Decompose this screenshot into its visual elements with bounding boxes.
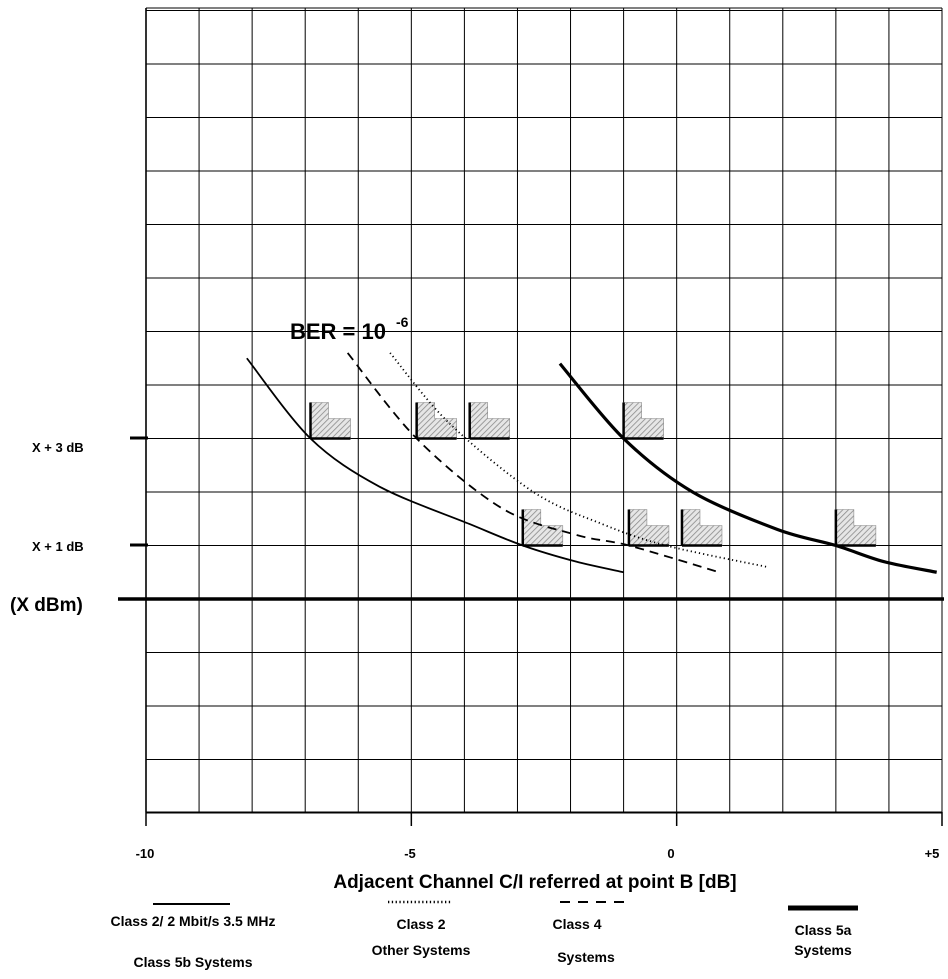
series-curve-dashed bbox=[346, 352, 720, 574]
mask-marker bbox=[622, 402, 664, 440]
series-curve-dotted bbox=[389, 352, 768, 568]
series-curve-thick bbox=[558, 362, 938, 574]
mask-marker bbox=[680, 509, 723, 547]
mask-fill bbox=[623, 402, 664, 439]
x-tick-label-neg10: -10 bbox=[136, 846, 155, 861]
y-label-x-plus-3: X + 3 dB bbox=[32, 440, 84, 455]
y-label-x-plus-1: X + 1 dB bbox=[32, 539, 84, 554]
x-tick-label-0: 0 bbox=[667, 846, 674, 861]
mask-fill bbox=[522, 509, 564, 546]
mask-marker bbox=[521, 509, 564, 547]
ber-annotation: BER = 10 bbox=[290, 319, 386, 344]
legend-label-class5a-2: Systems bbox=[794, 942, 852, 958]
mask-marker bbox=[834, 509, 877, 547]
mask-marker bbox=[415, 402, 457, 440]
series-curves bbox=[246, 352, 938, 574]
mask-fill bbox=[416, 402, 457, 439]
legend-label-class5b: Class 5b Systems bbox=[133, 954, 252, 970]
x-tick-label-pos5: +5 bbox=[925, 846, 940, 861]
x-axis-title: Adjacent Channel C/I referred at point B… bbox=[333, 872, 736, 893]
legend-label-class5a-1: Class 5a bbox=[795, 922, 852, 938]
ber-exponent: -6 bbox=[396, 314, 409, 330]
x-tick-label-neg5: -5 bbox=[404, 846, 416, 861]
mask-markers bbox=[309, 402, 877, 547]
mask-fill bbox=[310, 402, 351, 439]
legend-label-class2-other-2: Other Systems bbox=[372, 942, 471, 958]
legend-label-class2-2mbit: Class 2/ 2 Mbit/s 3.5 MHz bbox=[111, 913, 276, 929]
mask-marker bbox=[627, 509, 670, 547]
mask-fill bbox=[835, 509, 877, 546]
series-curve-solid bbox=[246, 357, 624, 574]
mask-fill bbox=[628, 509, 670, 546]
mask-fill bbox=[681, 509, 723, 546]
legend-label-class4-2: Systems bbox=[557, 949, 615, 965]
y-label-x-dbm: (X dBm) bbox=[10, 595, 83, 616]
legend: Class 2/ 2 Mbit/s 3.5 MHz Class 5b Syste… bbox=[111, 900, 858, 970]
mask-marker bbox=[309, 402, 351, 440]
mask-marker bbox=[468, 402, 511, 440]
legend-label-class4-1: Class 4 bbox=[552, 916, 601, 932]
plot-grid bbox=[145, 7, 943, 826]
legend-label-class2-other-1: Class 2 bbox=[396, 916, 445, 932]
mask-fill bbox=[469, 402, 511, 439]
